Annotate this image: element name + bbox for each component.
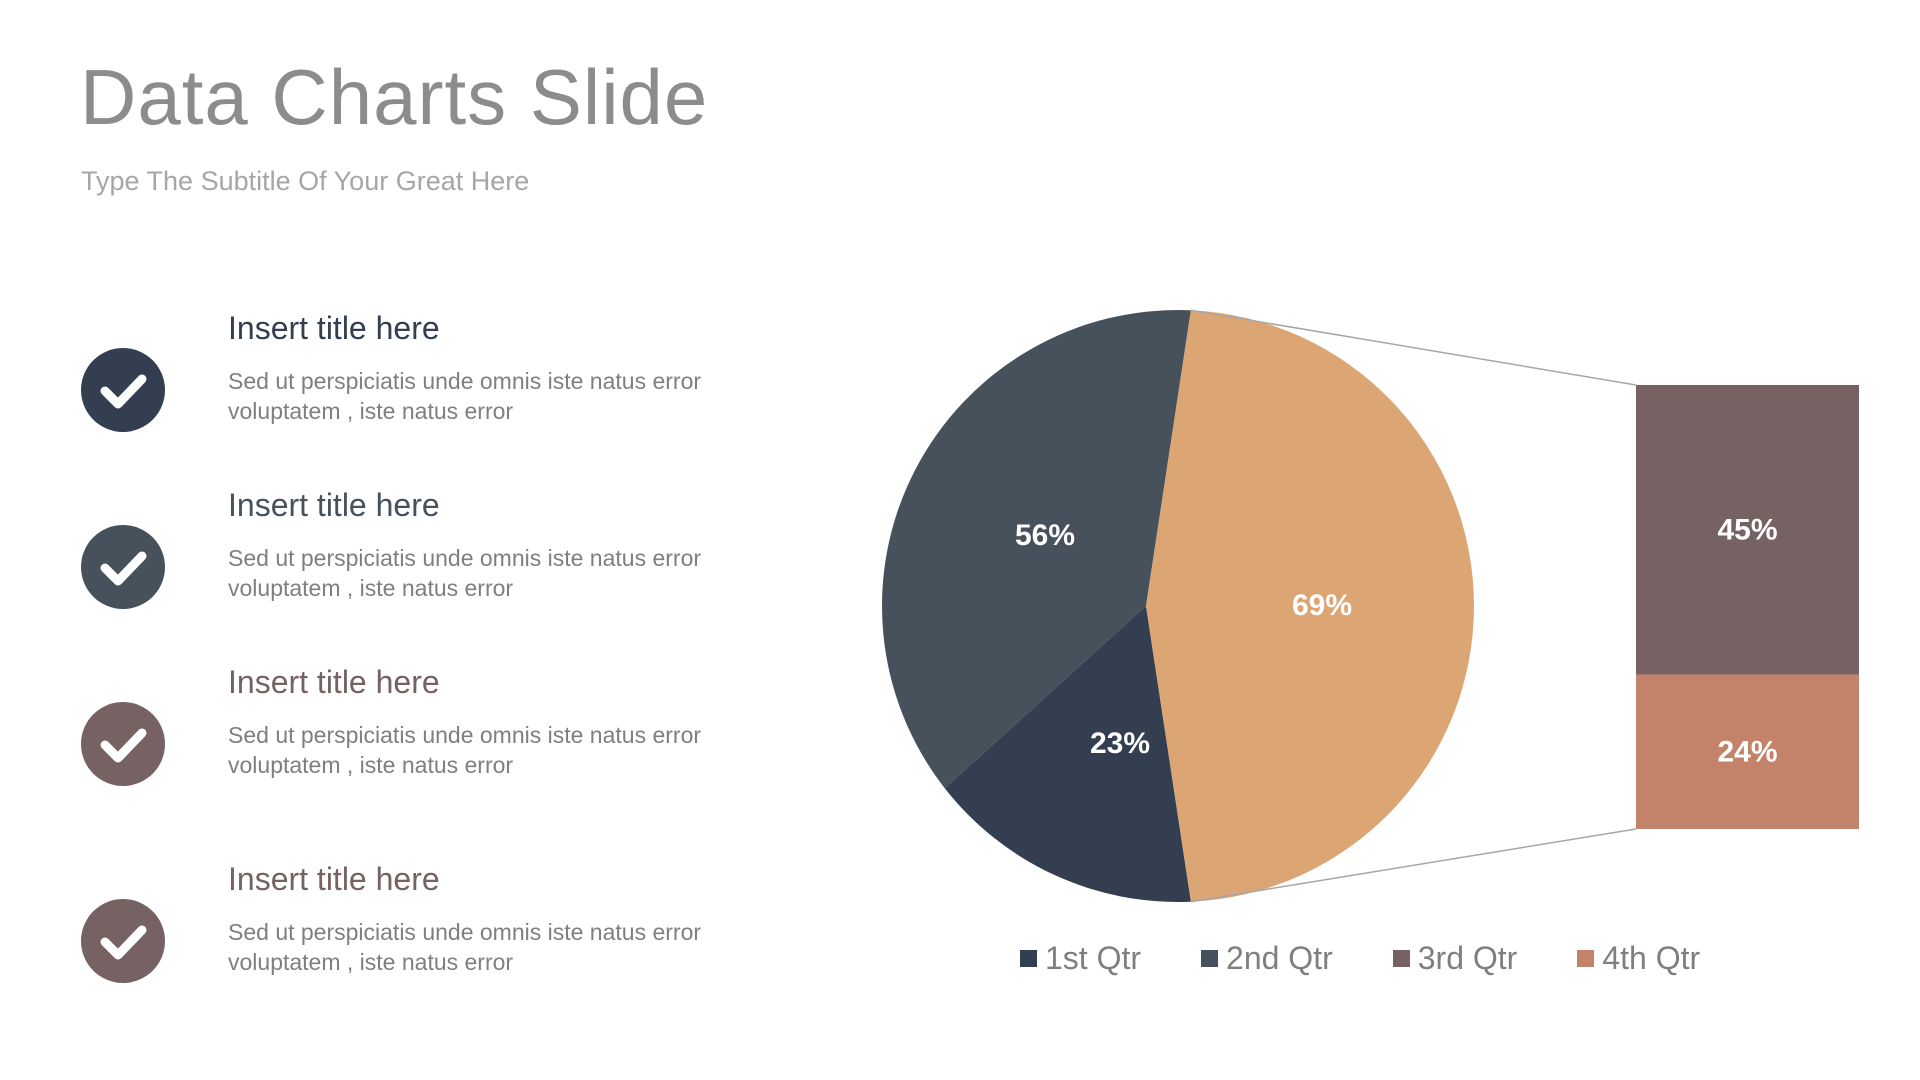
slide-subtitle: Type The Subtitle Of Your Great Here <box>81 166 530 196</box>
connector-line <box>1190 828 1637 903</box>
item-description: Sed ut perspiciatis unde omnis iste natu… <box>228 919 702 975</box>
check-icon <box>81 348 165 432</box>
legend-item: 1st Qtr <box>1020 940 1141 977</box>
bar-segment <box>1636 385 1859 675</box>
list-item: Insert title here Sed ut perspiciatis un… <box>0 310 800 450</box>
item-description: Sed ut perspiciatis unde omnis iste natu… <box>228 545 702 601</box>
legend-label: 3rd Qtr <box>1417 940 1518 976</box>
pie-slice-label: 56% <box>1015 519 1075 552</box>
item-title: Insert title here <box>228 487 440 523</box>
item-title: Insert title here <box>228 664 440 700</box>
legend-item: 3rd Qtr <box>1392 940 1518 977</box>
pie-slice-label: 23% <box>1090 727 1150 760</box>
pie-slice <box>882 310 1191 789</box>
list-item: Insert title here Sed ut perspiciatis un… <box>0 487 800 627</box>
check-icon <box>81 702 165 786</box>
list-item: Insert title here Sed ut perspiciatis un… <box>0 664 800 804</box>
chart-legend: 1st Qtr 2nd Qtr 3rd Qtr 4th Qtr <box>1020 940 1760 977</box>
legend-swatch <box>1577 950 1595 967</box>
bar-segment <box>1636 674 1859 829</box>
item-title: Insert title here <box>228 861 440 897</box>
list-item: Insert title here Sed ut perspiciatis un… <box>0 861 800 1001</box>
legend-swatch <box>1020 950 1037 967</box>
connector-line <box>1190 309 1637 386</box>
legend-label: 2nd Qtr <box>1226 940 1333 976</box>
legend-swatch <box>1201 950 1219 967</box>
check-icon <box>81 899 165 983</box>
bar-segment-label: 45% <box>1717 514 1777 547</box>
legend-swatch <box>1392 950 1410 967</box>
item-title: Insert title here <box>228 310 440 346</box>
pie-slice-label: 69% <box>1292 589 1352 622</box>
item-description: Sed ut perspiciatis unde omnis iste natu… <box>228 368 702 424</box>
legend-item: 4th Qtr <box>1577 940 1700 977</box>
item-description: Sed ut perspiciatis unde omnis iste natu… <box>228 722 702 778</box>
pie-slice <box>944 606 1191 902</box>
slide-title: Data Charts Slide <box>80 53 709 141</box>
legend-label: 4th Qtr <box>1602 940 1701 976</box>
legend-item: 2nd Qtr <box>1201 940 1333 977</box>
pie-slice <box>1146 310 1474 902</box>
bar-segment-label: 24% <box>1717 736 1777 769</box>
check-icon <box>81 525 165 609</box>
legend-label: 1st Qtr <box>1045 940 1142 976</box>
